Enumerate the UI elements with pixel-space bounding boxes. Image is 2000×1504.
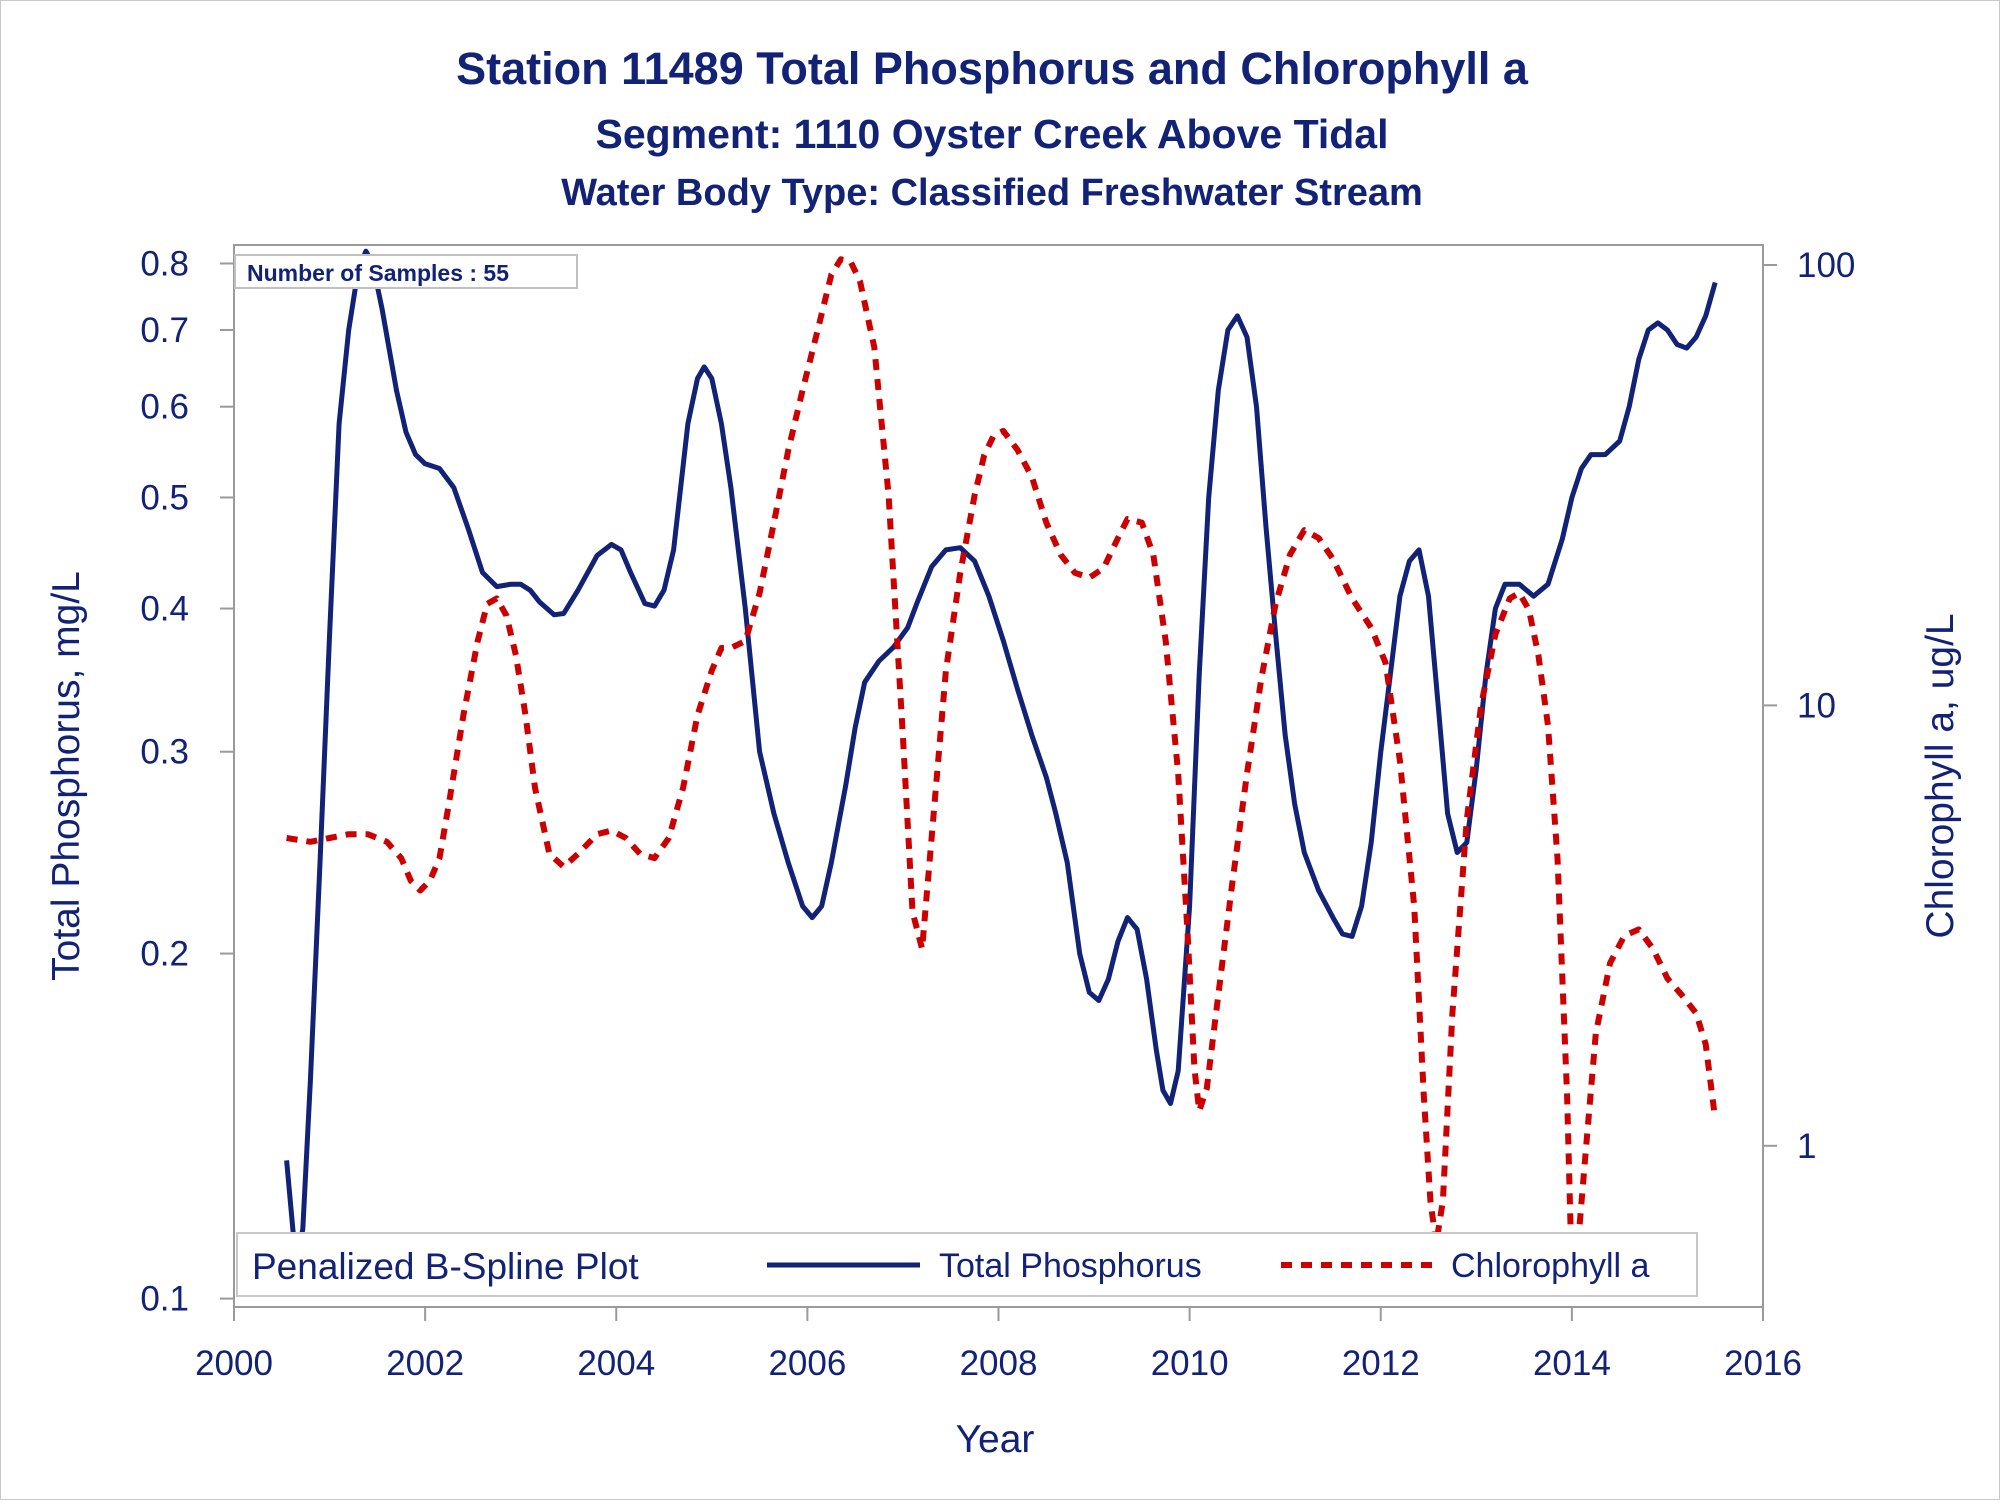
y-tick-label: 0.1 (140, 1280, 189, 1319)
x-tick-label: 2000 (195, 1344, 273, 1383)
y-tick-label: 0.2 (140, 935, 189, 974)
x-axis-label: Year (956, 1418, 1035, 1461)
chart-subtitle-2: Water Body Type: Classified Freshwater S… (561, 172, 1423, 214)
y2-tick-label: 10 (1797, 686, 1836, 725)
y-tick-label: 0.7 (140, 311, 189, 350)
legend-title: Penalized B-Spline Plot (252, 1246, 639, 1287)
series-line-total-phosphorus (284, 248, 1718, 1268)
x-tick-label: 2014 (1533, 1344, 1611, 1383)
y2-tick-label: 100 (1797, 246, 1855, 285)
y-tick-label: 0.5 (140, 478, 189, 517)
x-tick-label: 2010 (1151, 1344, 1229, 1383)
x-tick-label: 2006 (768, 1344, 846, 1383)
legend: Penalized B-Spline Plot Total Phosphorus… (236, 1232, 1698, 1297)
annotation-text: Number of Samples : 55 (247, 260, 509, 286)
y-tick-label: 0.3 (140, 733, 189, 772)
y2-tick-label: 1 (1797, 1127, 1816, 1166)
annotation-frame (234, 254, 578, 289)
x-tick-label: 2002 (386, 1344, 464, 1383)
legend-label-total-phosphorus: Total Phosphorus (939, 1247, 1202, 1285)
legend-frame (236, 1232, 1698, 1297)
plot-area: 2000 2002 2004 2006 2008 2010 2012 2014 2016 0.1 0… (45, 244, 1962, 1461)
chart-title: Station 11489 Total Phosphorus and Chlor… (456, 43, 1529, 94)
series-line-chlorophyll-a (286, 256, 1719, 1282)
y-tick-label: 0.8 (140, 245, 189, 284)
legend-label-chlorophyll-a: Chlorophyll a (1451, 1247, 1650, 1285)
x-tick-label: 2016 (1724, 1344, 1802, 1383)
y2-axis-label: Chlorophyll a, ug/L (1919, 613, 1962, 938)
y-axis-label: Total Phosphorus, mg/L (45, 571, 88, 981)
y-tick-label: 0.4 (140, 590, 189, 629)
sample-count-annotation: Number of Samples : 55 (234, 254, 578, 289)
chart-subtitle: Segment: 1110 Oyster Creek Above Tidal (595, 111, 1388, 157)
x-tick-label: 2008 (960, 1344, 1038, 1383)
x-tick-label: 2012 (1342, 1344, 1420, 1383)
x-tick-label: 2004 (577, 1344, 655, 1383)
y-tick-label: 0.6 (140, 388, 189, 427)
